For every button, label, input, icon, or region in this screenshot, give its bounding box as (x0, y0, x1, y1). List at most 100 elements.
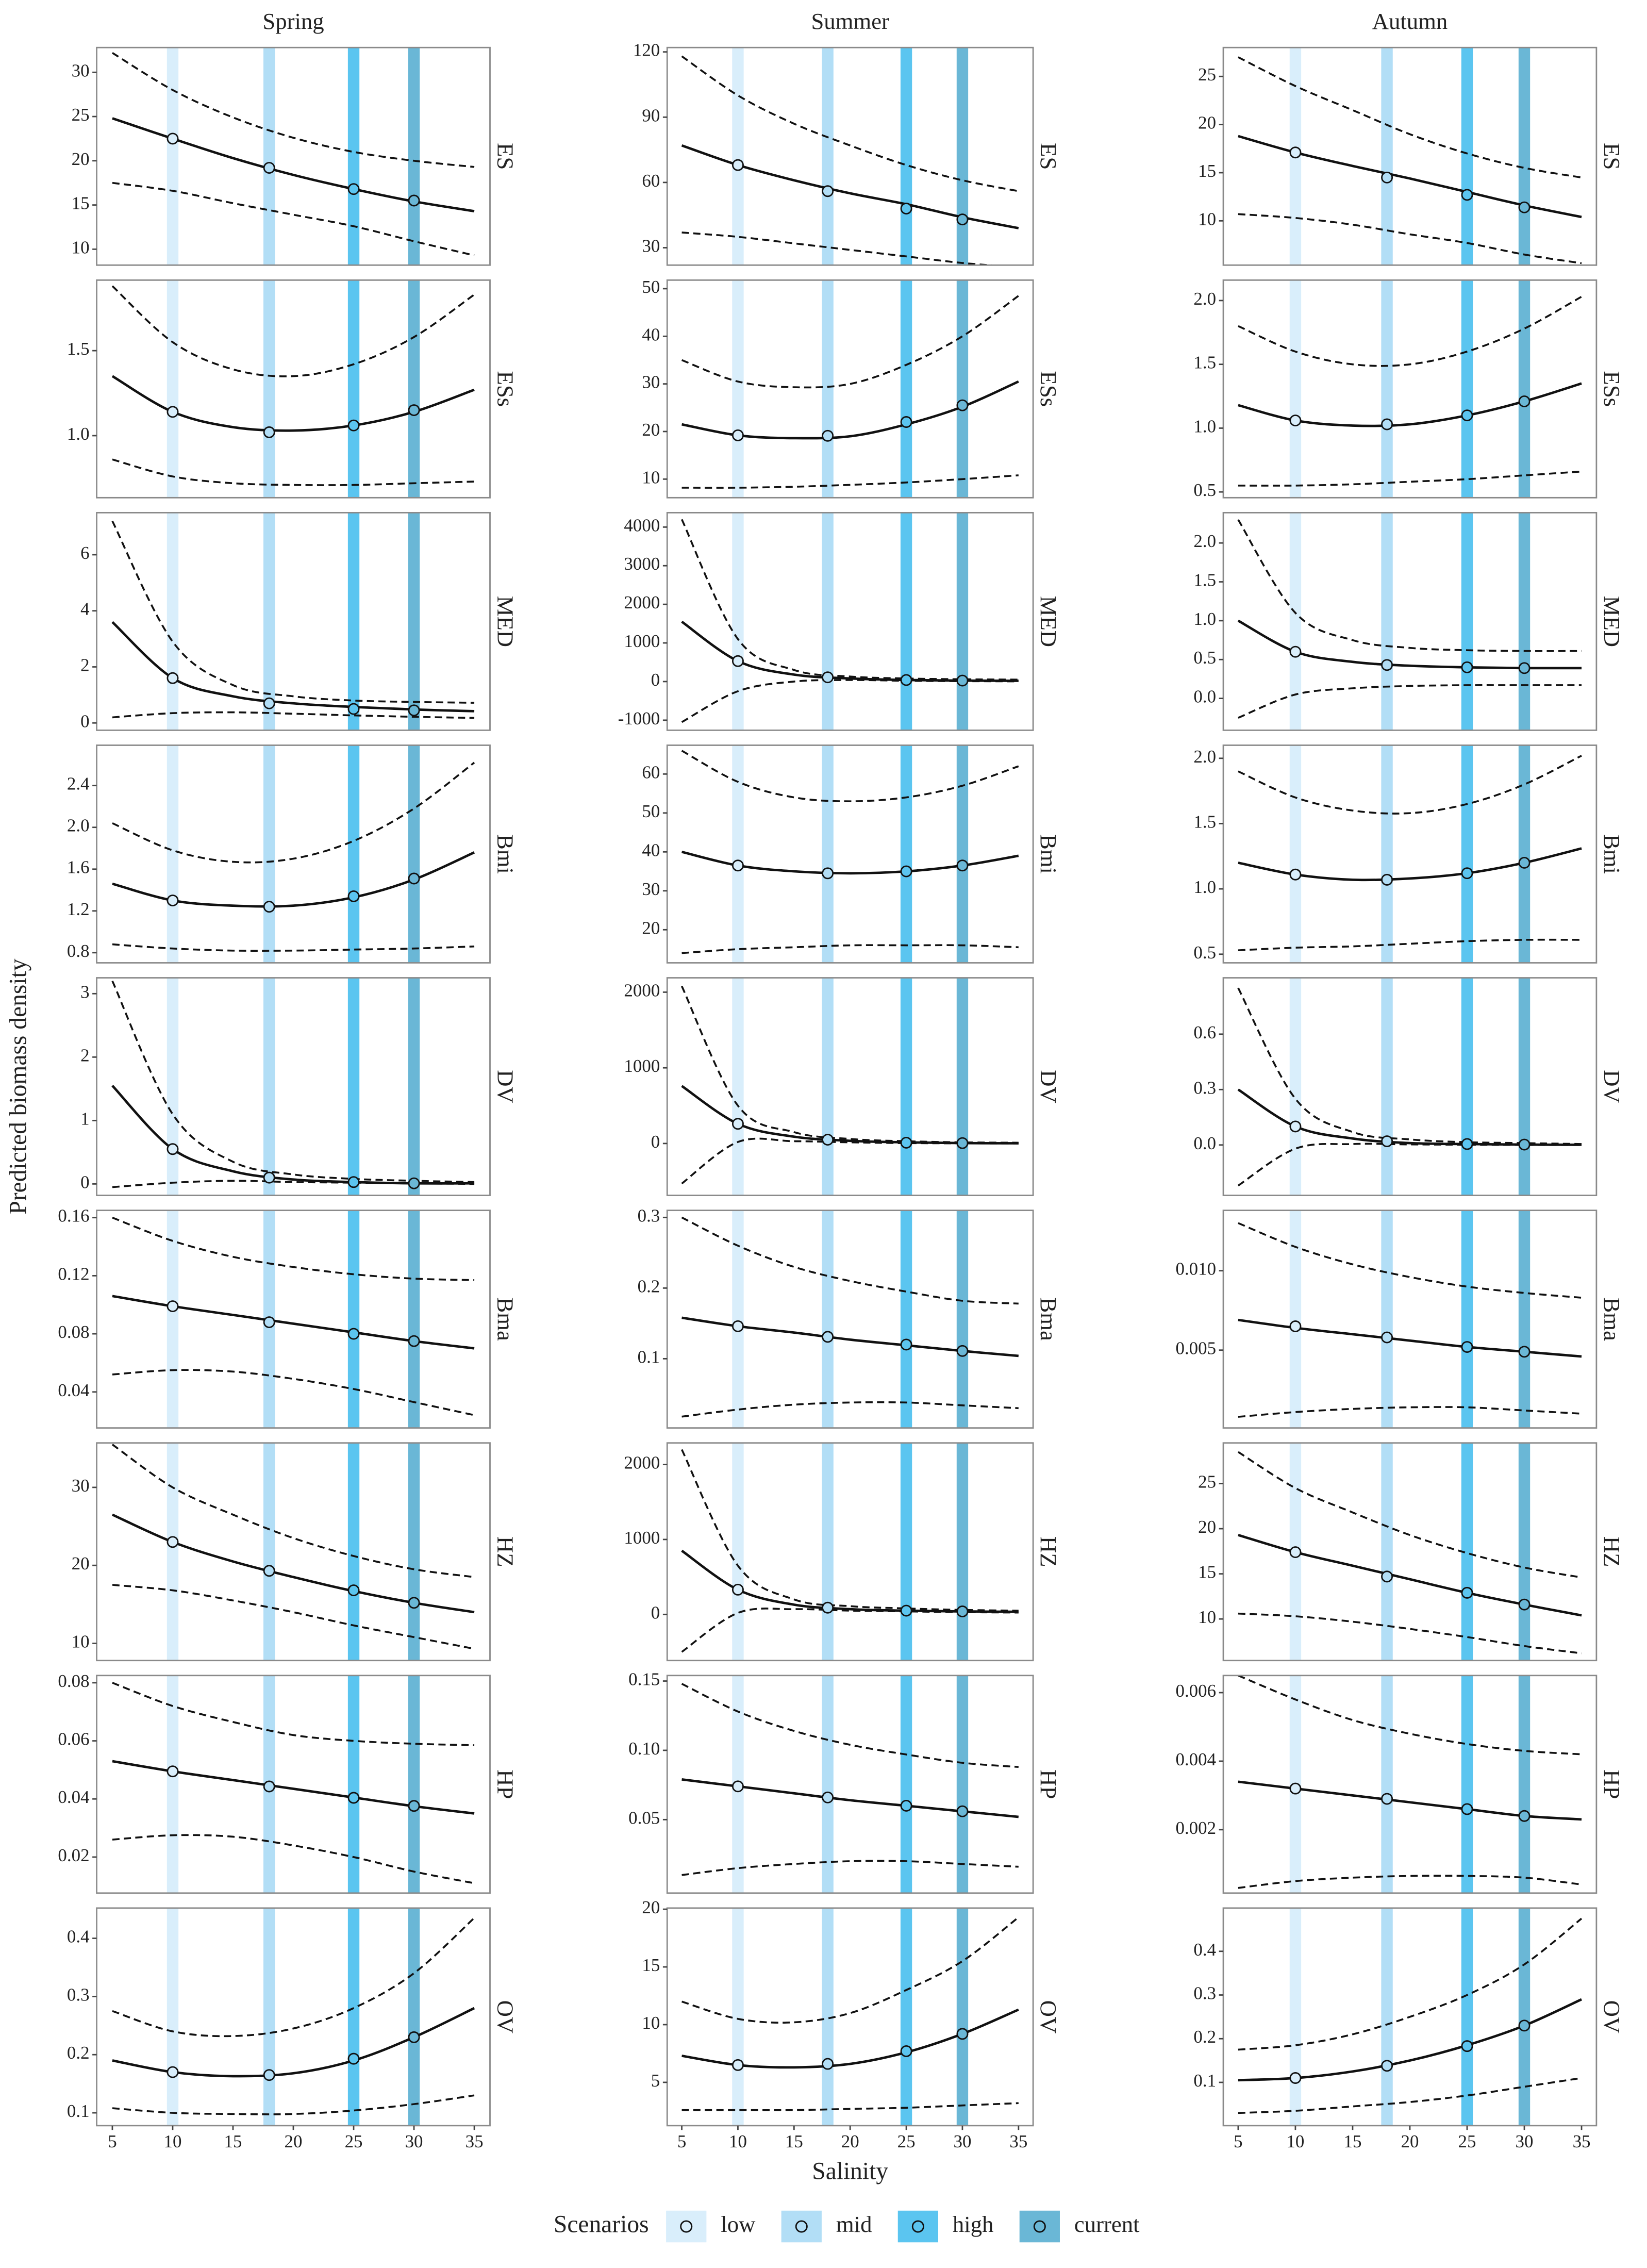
scenario-band (732, 978, 744, 1196)
y-tick-label: 0.4 (67, 1927, 90, 1947)
y-tick-label: 1.6 (67, 857, 90, 878)
y-tick-label: 20 (642, 420, 660, 440)
scenario-point (900, 416, 912, 428)
scenario-band (900, 1210, 912, 1428)
confidence-line (681, 944, 1019, 954)
facet-label: Bma (1599, 1297, 1625, 1341)
scenario-band (822, 1675, 834, 1893)
scenario-band (1518, 47, 1530, 266)
scenario-point (347, 1584, 360, 1597)
scenario-point (347, 1792, 360, 1804)
scenario-band (900, 978, 912, 1196)
panel-border (1222, 1675, 1598, 1894)
confidence-line (1237, 1451, 1582, 1579)
scenario-point (1381, 1135, 1393, 1148)
panel: 20 30 40 50 60 Bmi (642, 744, 1061, 964)
scenario-point (167, 672, 179, 684)
y-tick-label: 0.12 (58, 1264, 89, 1284)
scenario-point (956, 674, 969, 687)
scenario-point (1381, 1331, 1393, 1344)
confidence-line (1238, 1675, 1582, 1756)
panel-background (667, 1210, 1034, 1428)
scenario-point (1289, 645, 1302, 658)
facet-label: ESs (1599, 371, 1625, 407)
confidence-line (1238, 56, 1582, 179)
confidence-line (112, 1834, 475, 1884)
scenario-band (1381, 1908, 1393, 2126)
legend-title: Scenarios (554, 2211, 649, 2238)
y-tick-label: 1.0 (67, 424, 90, 444)
scenario-point (1289, 1782, 1302, 1795)
y-tick-label: 0.004 (1176, 1749, 1217, 1769)
panel: 0.04 0.08 0.12 0.16 Bma (58, 1206, 518, 1429)
scenario-band (1381, 745, 1393, 963)
y-tick-label: 20 (642, 1897, 660, 1917)
scenario-band (900, 745, 912, 963)
y-tick-label: 40 (642, 324, 660, 344)
scenario-band (956, 745, 969, 963)
y-tick-label: 0.0 (1193, 687, 1216, 707)
scenario-band (1461, 280, 1473, 498)
scenario-point (263, 1780, 275, 1793)
confidence-line (112, 761, 475, 864)
scenario-point (731, 1780, 744, 1793)
panel: 0.1 0.2 0.3 Bma (638, 1205, 1061, 1429)
y-tick-label: 0.0 (1193, 1133, 1216, 1153)
panel: 0 1000 2000 DV (624, 977, 1061, 1196)
confidence-line (1238, 684, 1582, 719)
scenario-band (822, 512, 834, 731)
legend-label: mid (836, 2211, 872, 2237)
scenario-point (731, 2059, 744, 2071)
scenario-point (900, 1799, 912, 1812)
scenario-band (408, 1443, 420, 1661)
confidence-line (681, 2102, 1019, 2111)
scenario-band (408, 280, 420, 498)
panel-plot (681, 280, 1019, 498)
y-tick-label: 30 (642, 879, 660, 899)
y-tick-label: 3 (80, 982, 89, 1002)
panel: 0.05 0.10 0.15 HP (628, 1669, 1061, 1894)
legend-key-point (680, 2220, 693, 2233)
x-tick-label: 30 (953, 2131, 971, 2151)
panel-background (1223, 978, 1596, 1196)
y-tick-label: 0.1 (638, 1347, 660, 1367)
panel-border (1222, 46, 1598, 266)
scenario-band (1381, 978, 1393, 1196)
scenario-point (167, 1536, 179, 1548)
scenario-point (263, 697, 275, 709)
panel: 0.0 0.3 0.6 DV (1193, 977, 1625, 1196)
y-tick-label: 1000 (624, 1528, 660, 1548)
panel: 0.1 0.2 0.3 0.4 OV 5 10 15 20 25 30 35 (67, 1907, 518, 2151)
scenario-band (263, 745, 275, 963)
x-tick-label: 15 (1343, 2131, 1361, 2151)
scenario-point (731, 159, 744, 171)
y-tick-label: 2.0 (1193, 289, 1216, 309)
scenario-point (1518, 1598, 1530, 1611)
y-tick-label: 0 (651, 670, 660, 690)
facet-label: Bma (1036, 1297, 1061, 1341)
confidence-line (681, 1216, 1019, 1305)
facet-label: DV (1036, 1070, 1061, 1103)
panel: 1.0 1.5 ESs (67, 279, 518, 499)
panel-border (1222, 1210, 1598, 1429)
facet-label: HZ (1036, 1536, 1061, 1567)
scenario-band (1518, 1443, 1530, 1661)
scenario-band (347, 280, 360, 498)
panel: 0.02 0.04 0.06 0.08 HP (58, 1671, 518, 1894)
y-tick-label: 0.08 (58, 1322, 89, 1342)
scenario-point (1381, 1793, 1393, 1805)
y-tick-label: 1.0 (1193, 609, 1216, 629)
x-tick-label: 20 (1401, 2131, 1419, 2151)
confidence-line (112, 1369, 475, 1416)
scenario-point (347, 183, 360, 195)
scenario-band (167, 1675, 179, 1893)
y-tick-label: 15 (642, 1955, 660, 1975)
scenario-point (1381, 873, 1393, 886)
scenario-point (731, 859, 744, 872)
legend: Scenarios low mid high current (554, 2210, 1140, 2243)
scenario-point (1381, 1570, 1393, 1583)
panel: 0.5 1.0 1.5 2.0 Bmi (1193, 744, 1625, 964)
panel-border (1222, 511, 1598, 731)
y-tick-label: 0.3 (1193, 1078, 1216, 1098)
facet-label: OV (1599, 2000, 1625, 2034)
